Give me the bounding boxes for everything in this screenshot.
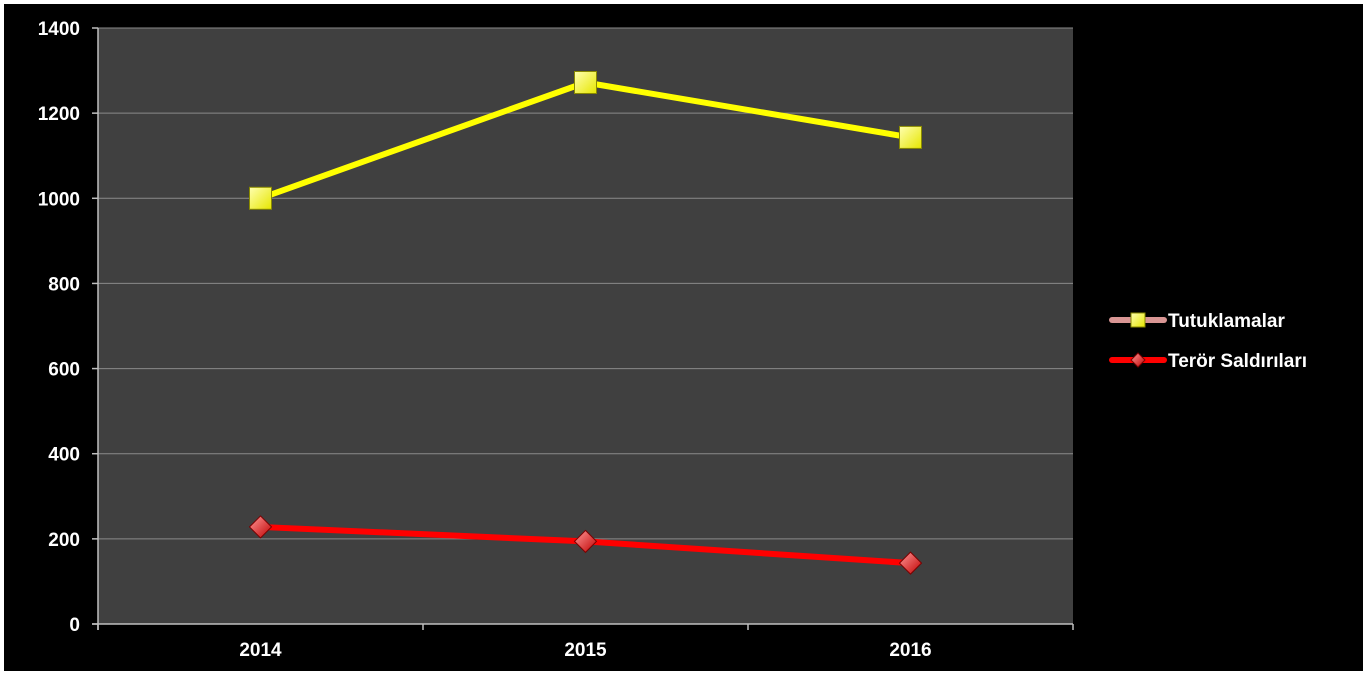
series-layer bbox=[248, 70, 923, 575]
y-tick-label: 600 bbox=[48, 360, 80, 381]
series-tutuklamalar bbox=[249, 70, 922, 210]
y-tick-label: 0 bbox=[69, 615, 80, 636]
y-tick-label: 200 bbox=[48, 530, 80, 551]
y-axis-tick-labels: 0 200 400 600 800 1000 1200 1400 bbox=[38, 19, 80, 636]
x-tick-label: 2014 bbox=[239, 640, 282, 661]
axes bbox=[92, 27, 1074, 630]
x-axis-tick-labels: 2014 2015 2016 bbox=[239, 640, 931, 661]
chart-frame: 0 200 400 600 800 1000 1200 1400 2014 2015 2016 T… bbox=[4, 4, 1363, 671]
legend-marker bbox=[1130, 352, 1146, 368]
legend: Tutuklamalar Terör Saldırıları bbox=[1109, 311, 1307, 372]
y-tick-label: 400 bbox=[48, 445, 80, 466]
data-point bbox=[573, 529, 598, 554]
data-point bbox=[249, 186, 272, 210]
data-point bbox=[574, 70, 597, 94]
data-point bbox=[898, 551, 923, 575]
gridlines bbox=[98, 27, 1073, 540]
x-tick-label: 2016 bbox=[889, 640, 931, 661]
y-tick-label: 1000 bbox=[38, 189, 80, 210]
legend-item: Tutuklamalar bbox=[1109, 311, 1285, 332]
line-chart: 0 200 400 600 800 1000 1200 1400 2014 2015 2016 T… bbox=[38, 19, 1307, 661]
y-tick-label: 1200 bbox=[38, 104, 80, 125]
y-tick-label: 800 bbox=[48, 274, 80, 295]
x-tick-label: 2015 bbox=[564, 640, 607, 661]
data-point bbox=[248, 515, 273, 539]
y-tick-label: 1400 bbox=[38, 19, 80, 40]
series-teror-saldirilari bbox=[248, 515, 923, 575]
legend-label: Terör Saldırıları bbox=[1168, 351, 1307, 372]
legend-label: Tutuklamalar bbox=[1168, 311, 1285, 332]
legend-item: Terör Saldırıları bbox=[1109, 351, 1307, 372]
data-point bbox=[899, 125, 922, 149]
legend-marker bbox=[1130, 312, 1146, 328]
